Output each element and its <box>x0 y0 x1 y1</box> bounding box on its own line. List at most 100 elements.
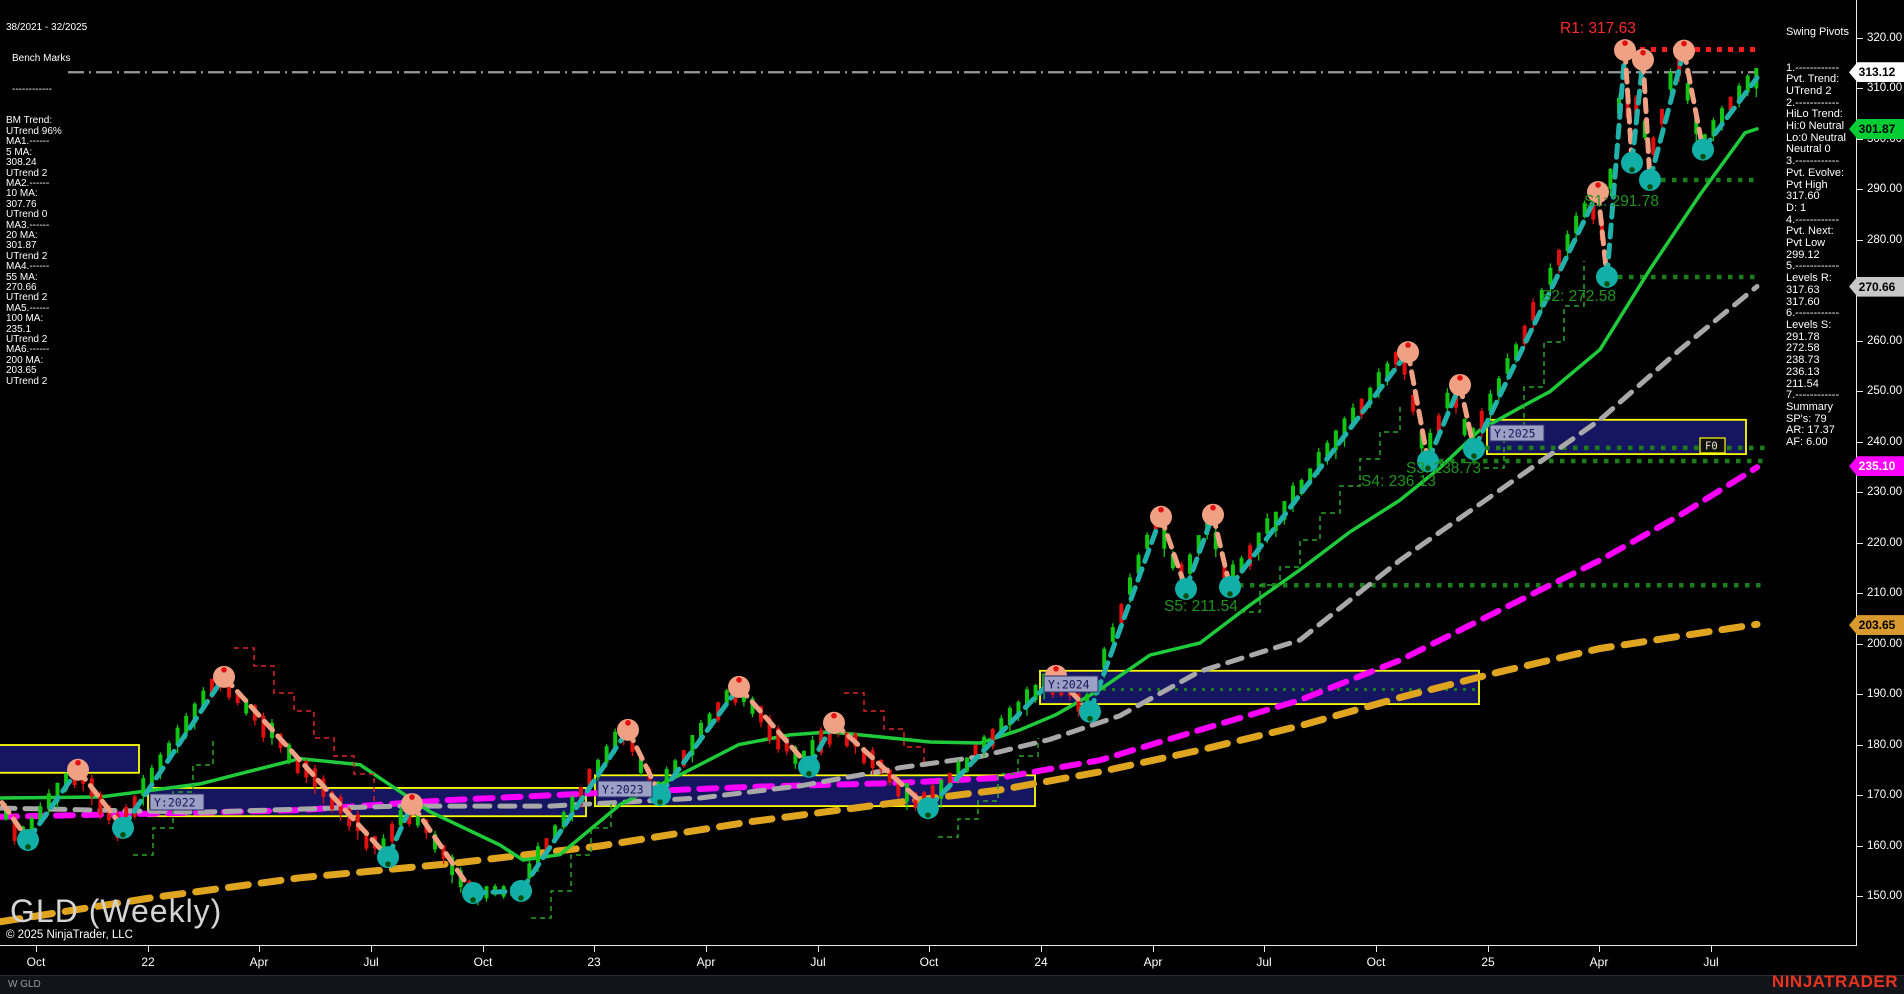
time-axis[interactable]: Oct 22 Apr Jul Oct 23 Apr Jul Oct 24 Apr Jul Oct 25 Ap… <box>0 945 1857 976</box>
swing-high-marker <box>1587 181 1609 204</box>
time-tick-label: 22 <box>141 955 155 969</box>
time-tick-label: Oct <box>919 955 939 969</box>
candle-body <box>913 792 918 808</box>
swing-low-dot <box>1425 465 1431 471</box>
candle-body <box>1359 398 1364 416</box>
price-tag-203.65: 203.65 <box>1849 615 1904 636</box>
price-tick <box>1857 239 1863 241</box>
swing-high-marker <box>213 665 235 688</box>
price-tick <box>1857 593 1863 594</box>
ma-line-200ma <box>0 620 1761 926</box>
zigzag-down-segment <box>221 674 391 860</box>
zigzag-up-segment <box>1425 382 1463 464</box>
zigzag-up-segment <box>1471 189 1601 452</box>
price-tick-label: 190.00 <box>1867 688 1903 700</box>
support-level-label-S1: S1: 291.78 <box>1584 193 1659 210</box>
swing-low-marker <box>798 755 820 778</box>
time-tick-label: Apr <box>249 955 269 969</box>
swing-high-marker <box>67 758 89 781</box>
swing-low-marker <box>1692 138 1714 161</box>
zigzag-up-segment <box>1183 512 1216 592</box>
candle-body <box>167 743 172 760</box>
swing-high-dot <box>409 794 415 800</box>
candle-body <box>1007 707 1012 726</box>
price-tick-label: 260.00 <box>1867 334 1903 347</box>
swing-low-marker <box>649 784 671 806</box>
candle-body <box>390 823 395 842</box>
swing-low-dot <box>1647 184 1653 190</box>
time-tick <box>1041 946 1042 952</box>
swing-high-dot <box>1622 40 1628 46</box>
swing-low-marker <box>462 881 484 904</box>
time-tick <box>1264 946 1265 952</box>
price-tick-label: 150.00 <box>1867 890 1903 902</box>
year-chip-label: Y:2023 <box>602 783 644 797</box>
zigzag-down-segment <box>75 767 126 831</box>
swing-low-dot <box>1183 593 1189 599</box>
price-tick-label: 320.00 <box>1867 31 1903 44</box>
swing-high-dot <box>831 712 837 719</box>
time-tick <box>1153 946 1154 952</box>
zigzag-up-segment <box>1087 514 1164 715</box>
swing-low-marker <box>917 797 939 820</box>
candle-body <box>295 756 300 773</box>
swing-high-marker <box>728 675 750 698</box>
candle-body <box>1531 301 1536 321</box>
swing-high-dot <box>1405 342 1411 348</box>
candle-body <box>1248 545 1253 567</box>
swing-low-dot <box>1087 715 1093 722</box>
candle-body <box>544 838 549 854</box>
price-tick <box>1857 492 1863 493</box>
time-tick-label: Oct <box>473 955 493 969</box>
candle-body <box>64 773 69 790</box>
swing-high-dot <box>625 720 631 726</box>
candle-body <box>1668 72 1673 90</box>
support-level-label-S4: S4: 236.13 <box>1361 473 1436 490</box>
candle-body <box>1333 430 1338 451</box>
swing-low-dot <box>470 897 476 903</box>
price-tag-270.66: 270.66 <box>1849 276 1904 297</box>
candle-body <box>1273 511 1278 532</box>
zigzag-down-segment <box>625 727 663 798</box>
candle-body <box>1033 685 1038 701</box>
swing-low-marker <box>510 879 532 902</box>
resistance-label-r1: R1: 317.63 <box>1560 20 1636 37</box>
candle-body <box>1025 689 1030 707</box>
f0-tag-label: F0 <box>1705 441 1718 453</box>
candle-body <box>1711 120 1716 137</box>
candle-body <box>312 768 317 787</box>
time-tick-label: Jul <box>363 955 379 969</box>
candle-body <box>287 744 292 761</box>
candle-body <box>690 735 695 756</box>
candle-body <box>1076 693 1081 712</box>
candle-body <box>1110 627 1115 642</box>
price-axis[interactable]: 320.00310.00300.00290.00280.00260.00250.… <box>1849 0 1904 946</box>
chart-tab-w-gld[interactable]: W GLD <box>8 979 41 990</box>
candle-body <box>38 806 43 822</box>
candle-body <box>4 806 8 820</box>
candle-body <box>1393 351 1398 365</box>
candle-body <box>1170 554 1175 569</box>
swing-high-dot <box>1053 666 1059 672</box>
price-tick <box>1857 694 1863 695</box>
time-tick <box>1711 946 1712 952</box>
price-tick <box>1857 896 1863 897</box>
year-chip-box <box>1043 675 1099 693</box>
candle-body <box>1411 394 1416 412</box>
time-tick-label: Apr <box>696 955 716 969</box>
candle-body <box>209 678 214 695</box>
candle-body <box>1402 357 1407 375</box>
candle-body <box>964 757 969 772</box>
price-tick <box>1857 88 1863 89</box>
swing-low-dot <box>385 861 391 867</box>
candle-body <box>1574 215 1579 234</box>
swing-low-dot <box>806 770 812 777</box>
price-tick-label: 160.00 <box>1867 839 1903 852</box>
candle-body <box>201 690 206 707</box>
candle-body <box>553 825 558 842</box>
candle-body <box>707 713 712 729</box>
swing-low-marker <box>1175 577 1197 600</box>
candle-body <box>904 783 909 802</box>
zigzag-down-segment <box>1622 47 1635 166</box>
